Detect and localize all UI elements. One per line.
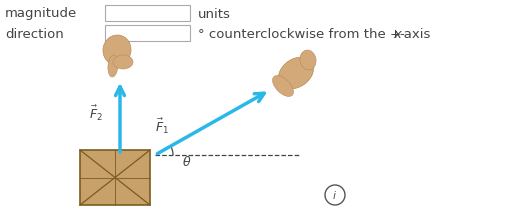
Text: $\theta$: $\theta$	[182, 155, 191, 169]
Text: $\vec{F}_1$: $\vec{F}_1$	[155, 116, 169, 136]
Text: x: x	[393, 27, 401, 41]
Text: ° counterclockwise from the +: ° counterclockwise from the +	[198, 27, 401, 41]
Bar	[80, 150, 150, 205]
Ellipse shape	[103, 35, 131, 65]
Text: -axis: -axis	[399, 27, 430, 41]
Ellipse shape	[272, 76, 294, 96]
Text: magnitude: magnitude	[5, 8, 77, 20]
Ellipse shape	[108, 55, 118, 77]
Ellipse shape	[113, 55, 133, 69]
Ellipse shape	[300, 50, 316, 70]
FancyBboxPatch shape	[105, 5, 190, 21]
Text: $\vec{F}_2$: $\vec{F}_2$	[89, 103, 103, 123]
Text: direction: direction	[5, 27, 64, 41]
Ellipse shape	[279, 57, 313, 89]
FancyBboxPatch shape	[105, 25, 190, 41]
Text: units: units	[198, 8, 231, 20]
Text: $i$: $i$	[332, 189, 338, 201]
